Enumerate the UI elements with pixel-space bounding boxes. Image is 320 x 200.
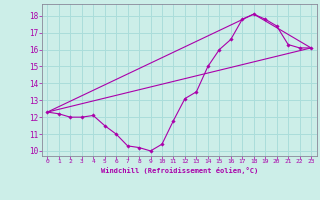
X-axis label: Windchill (Refroidissement éolien,°C): Windchill (Refroidissement éolien,°C) [100,167,258,174]
